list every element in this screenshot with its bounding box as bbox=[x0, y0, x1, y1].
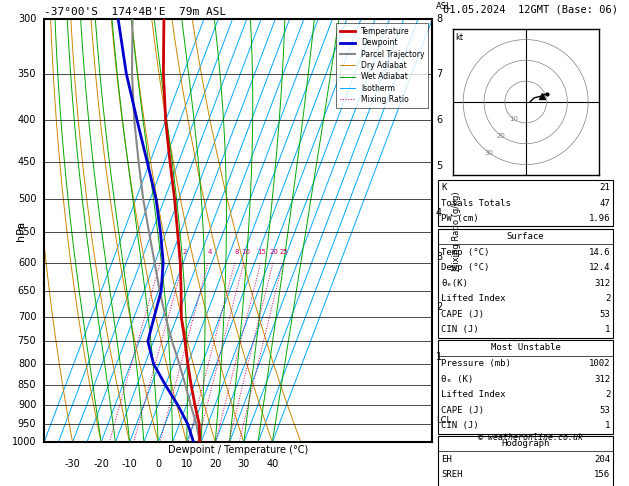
Text: 500: 500 bbox=[18, 194, 36, 204]
Text: Totals Totals: Totals Totals bbox=[441, 199, 511, 208]
Text: hPa: hPa bbox=[16, 221, 26, 241]
Text: Temp (°C): Temp (°C) bbox=[441, 248, 489, 257]
Text: 53: 53 bbox=[599, 310, 610, 319]
Text: 2: 2 bbox=[436, 302, 442, 312]
Text: 1: 1 bbox=[160, 249, 164, 255]
Text: 2: 2 bbox=[183, 249, 187, 255]
Text: 7: 7 bbox=[436, 69, 442, 79]
Text: 47: 47 bbox=[599, 199, 610, 208]
Text: 850: 850 bbox=[18, 380, 36, 390]
Text: Dewp (°C): Dewp (°C) bbox=[441, 263, 489, 272]
Text: 204: 204 bbox=[594, 455, 610, 464]
Text: 12.4: 12.4 bbox=[589, 263, 610, 272]
Text: 550: 550 bbox=[18, 227, 36, 237]
Text: Mixing Ratio (g/kg): Mixing Ratio (g/kg) bbox=[452, 191, 460, 271]
Text: -20: -20 bbox=[93, 459, 109, 469]
Text: 2: 2 bbox=[605, 390, 610, 399]
Text: 5: 5 bbox=[436, 161, 442, 171]
Text: 1000: 1000 bbox=[12, 437, 36, 447]
Legend: Temperature, Dewpoint, Parcel Trajectory, Dry Adiabat, Wet Adiabat, Isotherm, Mi: Temperature, Dewpoint, Parcel Trajectory… bbox=[336, 23, 428, 107]
Text: 1: 1 bbox=[605, 421, 610, 430]
Text: LCL: LCL bbox=[436, 416, 451, 425]
Text: 20: 20 bbox=[209, 459, 221, 469]
Text: 6: 6 bbox=[436, 116, 442, 125]
Text: 3: 3 bbox=[436, 252, 442, 262]
Text: 4: 4 bbox=[436, 208, 442, 218]
Text: EH: EH bbox=[441, 455, 452, 464]
Text: Lifted Index: Lifted Index bbox=[441, 295, 506, 303]
Text: CAPE (J): CAPE (J) bbox=[441, 406, 484, 415]
Text: 2: 2 bbox=[605, 295, 610, 303]
Text: SREH: SREH bbox=[441, 470, 462, 479]
Text: 800: 800 bbox=[18, 359, 36, 369]
Text: 300: 300 bbox=[18, 15, 36, 24]
Text: 312: 312 bbox=[594, 375, 610, 383]
Text: 1002: 1002 bbox=[589, 359, 610, 368]
Text: -10: -10 bbox=[122, 459, 138, 469]
Text: PW (cm): PW (cm) bbox=[441, 214, 479, 223]
Text: θₑ(K): θₑ(K) bbox=[441, 279, 468, 288]
Text: 450: 450 bbox=[18, 157, 36, 167]
Text: CIN (J): CIN (J) bbox=[441, 326, 479, 334]
Text: 156: 156 bbox=[594, 470, 610, 479]
Text: 15: 15 bbox=[258, 249, 267, 255]
Text: 01.05.2024  12GMT (Base: 06): 01.05.2024 12GMT (Base: 06) bbox=[443, 4, 618, 15]
Text: 20: 20 bbox=[270, 249, 279, 255]
Text: 750: 750 bbox=[18, 336, 36, 346]
Text: 8: 8 bbox=[234, 249, 238, 255]
Text: 20: 20 bbox=[497, 133, 506, 139]
Text: 10: 10 bbox=[181, 459, 193, 469]
Text: K: K bbox=[441, 183, 447, 192]
Text: 0: 0 bbox=[155, 459, 161, 469]
Text: -30: -30 bbox=[65, 459, 81, 469]
Text: 53: 53 bbox=[599, 406, 610, 415]
Text: 14.6: 14.6 bbox=[589, 248, 610, 257]
Text: θₑ (K): θₑ (K) bbox=[441, 375, 473, 383]
Text: © weatheronline.co.uk: © weatheronline.co.uk bbox=[478, 433, 583, 442]
Text: 700: 700 bbox=[18, 312, 36, 322]
Text: kt: kt bbox=[455, 34, 463, 42]
X-axis label: Dewpoint / Temperature (°C): Dewpoint / Temperature (°C) bbox=[168, 445, 308, 455]
Text: 30: 30 bbox=[238, 459, 250, 469]
Text: Pressure (mb): Pressure (mb) bbox=[441, 359, 511, 368]
Text: 4: 4 bbox=[208, 249, 212, 255]
Text: 21: 21 bbox=[599, 183, 610, 192]
Text: km
ASL: km ASL bbox=[436, 0, 452, 11]
Text: 10: 10 bbox=[509, 116, 518, 122]
Text: 40: 40 bbox=[266, 459, 279, 469]
Text: 350: 350 bbox=[18, 69, 36, 79]
Text: 650: 650 bbox=[18, 286, 36, 296]
Text: 950: 950 bbox=[18, 419, 36, 429]
Text: 600: 600 bbox=[18, 258, 36, 268]
Text: Hodograph: Hodograph bbox=[501, 439, 550, 448]
Text: Most Unstable: Most Unstable bbox=[491, 344, 560, 352]
Text: -37°00'S  174°4B'E  79m ASL: -37°00'S 174°4B'E 79m ASL bbox=[44, 7, 226, 17]
Text: 312: 312 bbox=[594, 279, 610, 288]
Text: 900: 900 bbox=[18, 400, 36, 410]
Text: 30: 30 bbox=[484, 150, 493, 156]
Text: 25: 25 bbox=[280, 249, 289, 255]
Text: CAPE (J): CAPE (J) bbox=[441, 310, 484, 319]
Text: 1: 1 bbox=[605, 326, 610, 334]
Text: 1: 1 bbox=[436, 352, 442, 362]
Text: Lifted Index: Lifted Index bbox=[441, 390, 506, 399]
Text: 1.96: 1.96 bbox=[589, 214, 610, 223]
Text: CIN (J): CIN (J) bbox=[441, 421, 479, 430]
Text: 400: 400 bbox=[18, 116, 36, 125]
Text: Surface: Surface bbox=[507, 232, 545, 241]
Text: 10: 10 bbox=[241, 249, 250, 255]
Text: 8: 8 bbox=[436, 15, 442, 24]
